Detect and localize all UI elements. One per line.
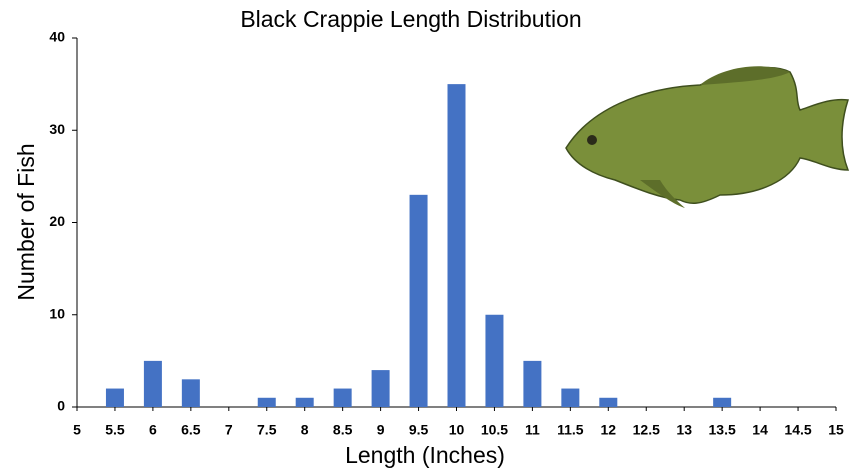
bar <box>258 398 276 407</box>
bar <box>561 389 579 407</box>
y-tick-label: 40 <box>49 29 65 45</box>
bar <box>523 361 541 407</box>
bar <box>372 370 390 407</box>
y-tick-label: 20 <box>49 213 65 229</box>
bar <box>144 361 162 407</box>
x-tick-label: 6.5 <box>181 422 201 438</box>
x-tick-label: 7.5 <box>257 422 277 438</box>
chart: Black Crappie Length Distribution Length… <box>0 0 851 472</box>
x-tick-label: 8 <box>301 422 309 438</box>
x-tick-label: 9 <box>377 422 385 438</box>
fish-illustration <box>566 66 848 208</box>
x-tick-label: 14 <box>752 422 768 438</box>
y-tick-label: 10 <box>49 305 65 321</box>
x-tick-label: 6 <box>149 422 157 438</box>
bar <box>334 389 352 407</box>
bar <box>599 398 617 407</box>
x-tick-label: 5 <box>73 422 81 438</box>
x-tick-label: 7 <box>225 422 233 438</box>
fish-body <box>566 68 848 204</box>
x-tick-label: 12 <box>601 422 617 438</box>
x-tick-label: 11 <box>525 422 540 438</box>
x-tick-label: 13.5 <box>709 422 736 438</box>
chart-title: Black Crappie Length Distribution <box>240 6 581 32</box>
x-axis-label: Length (Inches) <box>345 442 505 468</box>
x-tick-label: 10 <box>449 422 465 438</box>
bar <box>106 389 124 407</box>
bar <box>485 315 503 407</box>
y-axis-label: Number of Fish <box>13 143 39 300</box>
y-tick-label: 30 <box>49 121 65 137</box>
x-tick-label: 8.5 <box>333 422 353 438</box>
x-tick-label: 11.5 <box>557 422 584 438</box>
y-tick-label: 0 <box>57 398 65 414</box>
x-tick-label: 10.5 <box>481 422 508 438</box>
bar <box>296 398 314 407</box>
x-tick-label: 5.5 <box>105 422 125 438</box>
bar <box>410 195 428 407</box>
bar <box>448 84 466 407</box>
fish-eye <box>587 135 597 145</box>
x-tick-label: 13 <box>676 422 692 438</box>
x-tick-label: 12.5 <box>633 422 660 438</box>
bar <box>713 398 731 407</box>
x-tick-label: 9.5 <box>409 422 429 438</box>
bar <box>182 379 200 407</box>
x-tick-label: 15 <box>828 422 844 438</box>
x-tick-label: 14.5 <box>784 422 811 438</box>
